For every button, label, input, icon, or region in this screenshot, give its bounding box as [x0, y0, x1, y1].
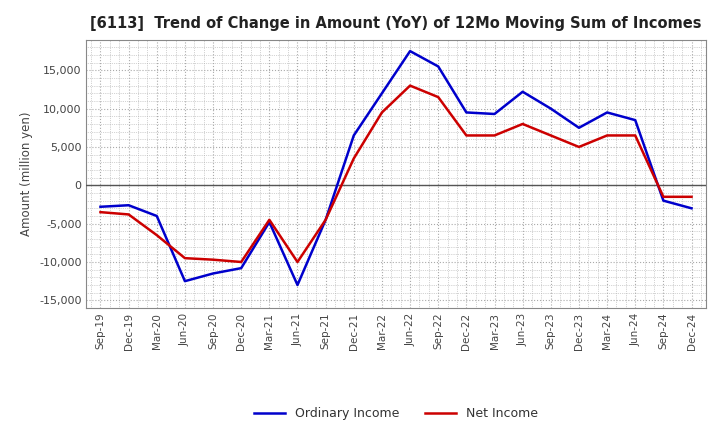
- Title: [6113]  Trend of Change in Amount (YoY) of 12Mo Moving Sum of Incomes: [6113] Trend of Change in Amount (YoY) o…: [90, 16, 702, 32]
- Net Income: [377, 110, 386, 115]
- Ordinary Income: [687, 205, 696, 211]
- Net Income: [406, 83, 415, 88]
- Ordinary Income: [265, 220, 274, 225]
- Net Income: [434, 95, 443, 100]
- Ordinary Income: [406, 48, 415, 54]
- Ordinary Income: [321, 217, 330, 223]
- Ordinary Income: [153, 213, 161, 219]
- Ordinary Income: [237, 265, 246, 271]
- Ordinary Income: [293, 282, 302, 288]
- Net Income: [96, 209, 105, 215]
- Net Income: [575, 144, 583, 150]
- Net Income: [490, 133, 499, 138]
- Net Income: [462, 133, 471, 138]
- Line: Ordinary Income: Ordinary Income: [101, 51, 691, 285]
- Ordinary Income: [377, 91, 386, 96]
- Net Income: [631, 133, 639, 138]
- Net Income: [349, 156, 358, 161]
- Net Income: [209, 257, 217, 262]
- Net Income: [546, 133, 555, 138]
- Ordinary Income: [434, 64, 443, 69]
- Net Income: [125, 212, 133, 217]
- Ordinary Income: [490, 111, 499, 117]
- Ordinary Income: [181, 279, 189, 284]
- Net Income: [321, 217, 330, 223]
- Line: Net Income: Net Income: [101, 86, 691, 262]
- Net Income: [293, 259, 302, 264]
- Net Income: [518, 121, 527, 127]
- Net Income: [659, 194, 667, 199]
- Ordinary Income: [462, 110, 471, 115]
- Ordinary Income: [96, 204, 105, 209]
- Ordinary Income: [518, 89, 527, 95]
- Ordinary Income: [546, 106, 555, 111]
- Net Income: [603, 133, 611, 138]
- Net Income: [181, 256, 189, 261]
- Ordinary Income: [631, 117, 639, 123]
- Ordinary Income: [209, 271, 217, 276]
- Ordinary Income: [575, 125, 583, 130]
- Legend: Ordinary Income, Net Income: Ordinary Income, Net Income: [249, 402, 543, 425]
- Ordinary Income: [125, 202, 133, 208]
- Ordinary Income: [659, 198, 667, 203]
- Net Income: [687, 194, 696, 199]
- Y-axis label: Amount (million yen): Amount (million yen): [20, 112, 34, 236]
- Net Income: [153, 232, 161, 238]
- Net Income: [265, 217, 274, 223]
- Net Income: [237, 259, 246, 264]
- Ordinary Income: [603, 110, 611, 115]
- Ordinary Income: [349, 133, 358, 138]
